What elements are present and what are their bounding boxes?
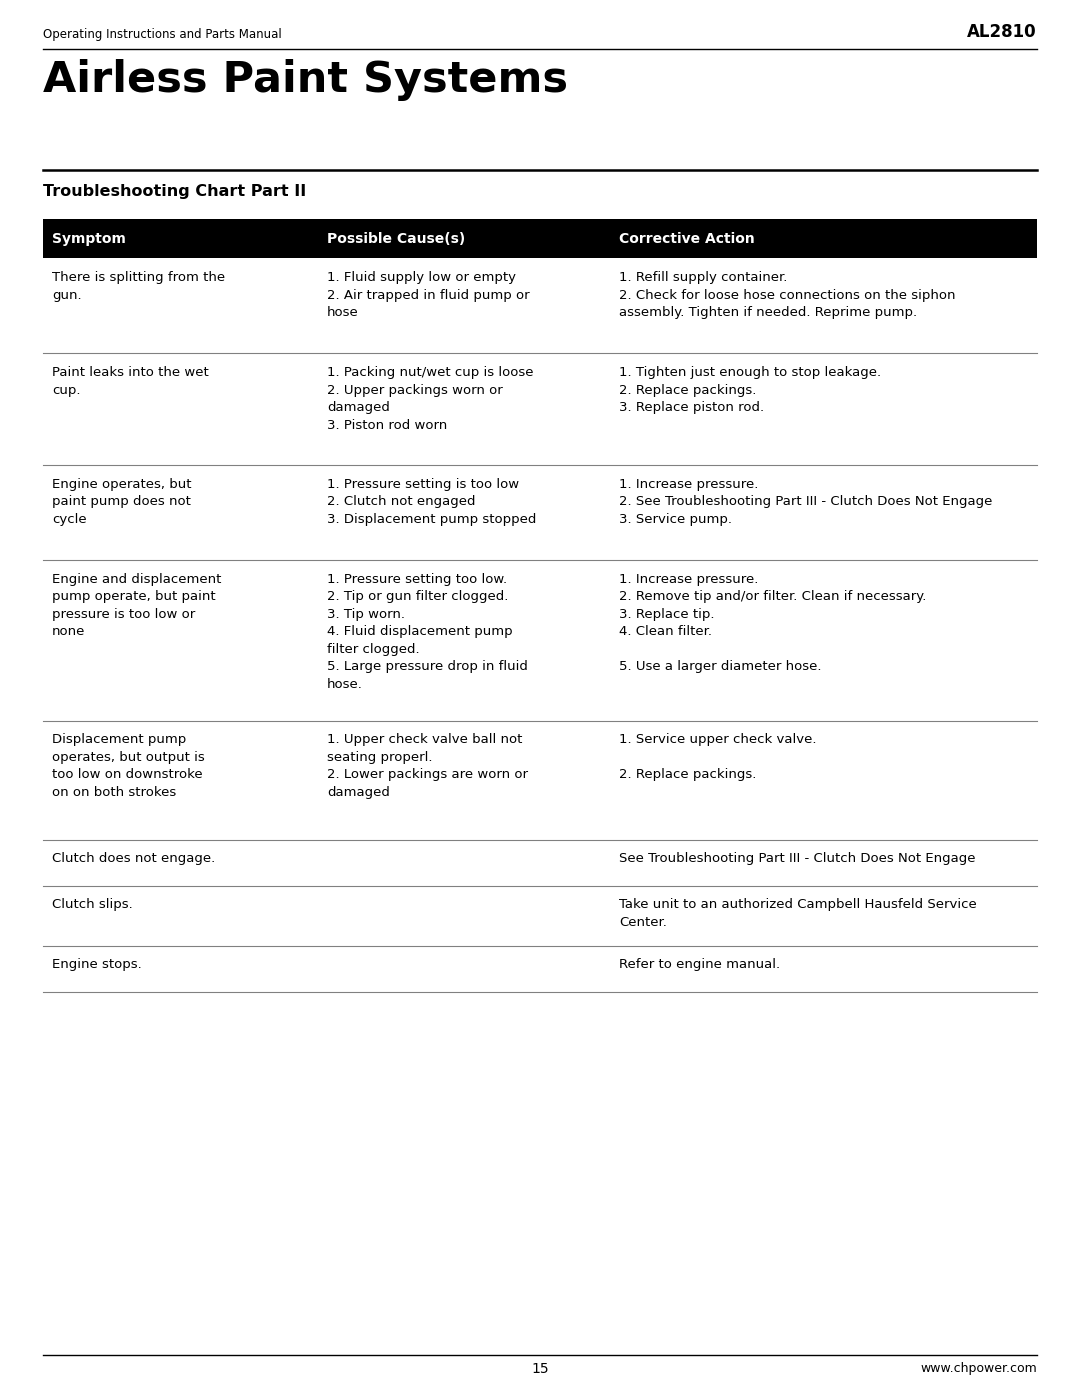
Text: Troubleshooting Chart Part II: Troubleshooting Chart Part II: [43, 184, 307, 200]
Text: 1. Upper check valve ball not
seating properl.
2. Lower packings are worn or
dam: 1. Upper check valve ball not seating pr…: [327, 733, 528, 799]
Text: Displacement pump
operates, but output is
too low on downstroke
on on both strok: Displacement pump operates, but output i…: [52, 733, 204, 799]
Text: 1. Increase pressure.
2. Remove tip and/or filter. Clean if necessary.
3. Replac: 1. Increase pressure. 2. Remove tip and/…: [619, 573, 927, 673]
Text: Refer to engine manual.: Refer to engine manual.: [619, 958, 780, 971]
Text: AL2810: AL2810: [968, 22, 1037, 41]
Text: 1. Refill supply container.
2. Check for loose hose connections on the siphon
as: 1. Refill supply container. 2. Check for…: [619, 271, 956, 319]
Text: Take unit to an authorized Campbell Hausfeld Service
Center.: Take unit to an authorized Campbell Haus…: [619, 898, 976, 929]
Text: 1. Fluid supply low or empty
2. Air trapped in fluid pump or
hose: 1. Fluid supply low or empty 2. Air trap…: [327, 271, 530, 319]
Text: Engine and displacement
pump operate, but paint
pressure is too low or
none: Engine and displacement pump operate, bu…: [52, 573, 221, 638]
Text: 1. Pressure setting is too low
2. Clutch not engaged
3. Displacement pump stoppe: 1. Pressure setting is too low 2. Clutch…: [327, 478, 537, 525]
Text: Symptom: Symptom: [52, 232, 125, 246]
Text: Engine stops.: Engine stops.: [52, 958, 141, 971]
Text: See Troubleshooting Part III - Clutch Does Not Engage: See Troubleshooting Part III - Clutch Do…: [619, 852, 975, 865]
Text: Paint leaks into the wet
cup.: Paint leaks into the wet cup.: [52, 366, 208, 397]
Text: Engine operates, but
paint pump does not
cycle: Engine operates, but paint pump does not…: [52, 478, 191, 525]
Text: 1. Packing nut/wet cup is loose
2. Upper packings worn or
damaged
3. Piston rod : 1. Packing nut/wet cup is loose 2. Upper…: [327, 366, 534, 432]
Text: 1. Pressure setting too low.
2. Tip or gun filter clogged.
3. Tip worn.
4. Fluid: 1. Pressure setting too low. 2. Tip or g…: [327, 573, 528, 690]
Text: Corrective Action: Corrective Action: [619, 232, 755, 246]
Text: There is splitting from the
gun.: There is splitting from the gun.: [52, 271, 225, 302]
Text: Clutch slips.: Clutch slips.: [52, 898, 133, 911]
Text: 15: 15: [531, 1362, 549, 1376]
Text: 1. Increase pressure.
2. See Troubleshooting Part III - Clutch Does Not Engage
3: 1. Increase pressure. 2. See Troubleshoo…: [619, 478, 993, 525]
Text: 1. Tighten just enough to stop leakage.
2. Replace packings.
3. Replace piston r: 1. Tighten just enough to stop leakage. …: [619, 366, 881, 414]
Bar: [43, 219, 1037, 258]
Text: Possible Cause(s): Possible Cause(s): [327, 232, 465, 246]
Text: 1. Service upper check valve.

2. Replace packings.: 1. Service upper check valve. 2. Replace…: [619, 733, 816, 781]
Text: www.chpower.com: www.chpower.com: [920, 1362, 1037, 1375]
Text: Operating Instructions and Parts Manual: Operating Instructions and Parts Manual: [43, 28, 282, 41]
Text: Clutch does not engage.: Clutch does not engage.: [52, 852, 215, 865]
Text: Airless Paint Systems: Airless Paint Systems: [43, 59, 568, 101]
